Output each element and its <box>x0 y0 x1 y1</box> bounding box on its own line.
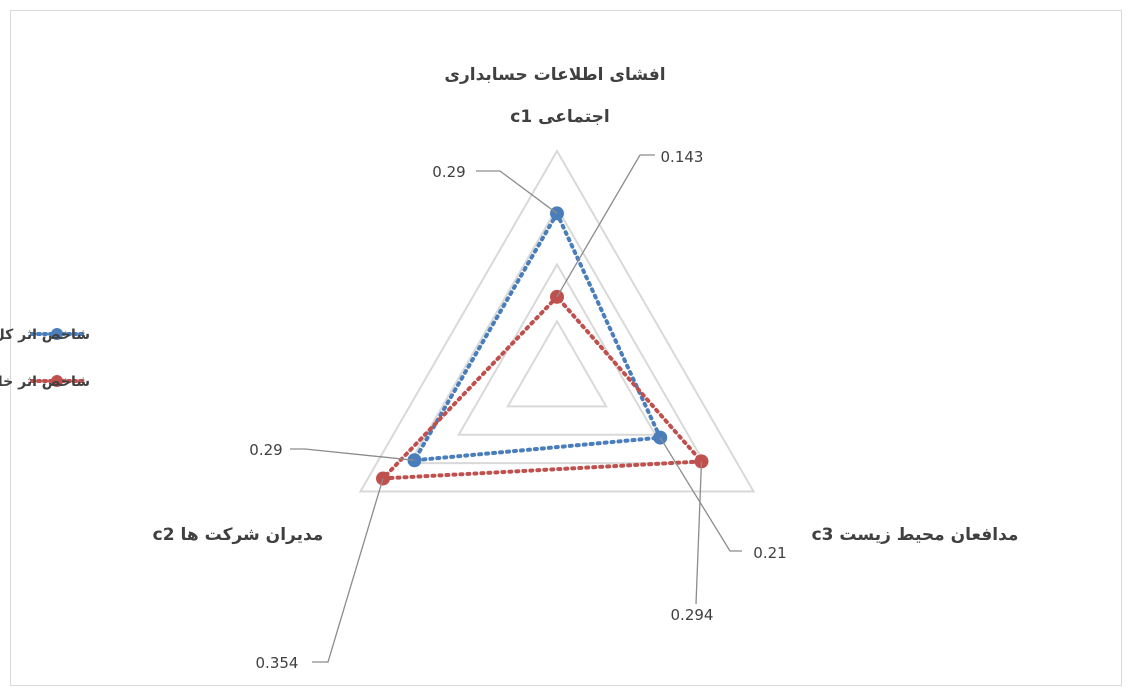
data-label-net-c3: 0.294 <box>671 606 714 624</box>
data-label-net-c2: 0.354 <box>256 654 299 672</box>
data-label-net-c1: 0.143 <box>661 148 704 166</box>
legend: شاخص اثر کل شاخص اثر خالص <box>0 327 90 390</box>
leader-net-c3 <box>695 461 703 605</box>
data-label-total-c2: 0.29 <box>249 441 282 459</box>
grid-level-0 <box>506 319 608 408</box>
chart-frame <box>10 10 1122 686</box>
legend-label-net: شاخص اثر خالص <box>0 374 90 390</box>
axis-label-c2: مدیران شرکت ها c2 <box>153 525 324 545</box>
legend-marker-net <box>51 375 63 387</box>
leader-total-c1 <box>476 170 558 214</box>
data-label-total-c1: 0.29 <box>432 163 465 181</box>
leader-total-c2 <box>290 448 415 461</box>
grid-level-3 <box>358 149 756 493</box>
axis-label-c1-line2: اجتماعی c1 <box>510 107 609 127</box>
legend-marker-total <box>51 328 63 340</box>
series-line-total <box>412 211 663 463</box>
legend-item-total: شاخص اثر کل <box>0 327 90 343</box>
series-line-net <box>381 294 704 481</box>
leader-net-c2 <box>312 478 384 663</box>
leader-total-c3 <box>659 437 742 552</box>
axis-label-c1-line1: افشای اطلاعات حسابداری <box>444 65 665 85</box>
data-label-total-c3: 0.21 <box>753 544 786 562</box>
legend-label-total: شاخص اثر کل <box>0 327 90 343</box>
leader-lines <box>290 154 742 663</box>
legend-item-net: شاخص اثر خالص <box>0 374 90 390</box>
leader-net-c1 <box>556 154 655 298</box>
grid-level-2 <box>407 205 707 465</box>
axis-label-c3: مدافعان محیط زیست c3 <box>812 525 1019 545</box>
